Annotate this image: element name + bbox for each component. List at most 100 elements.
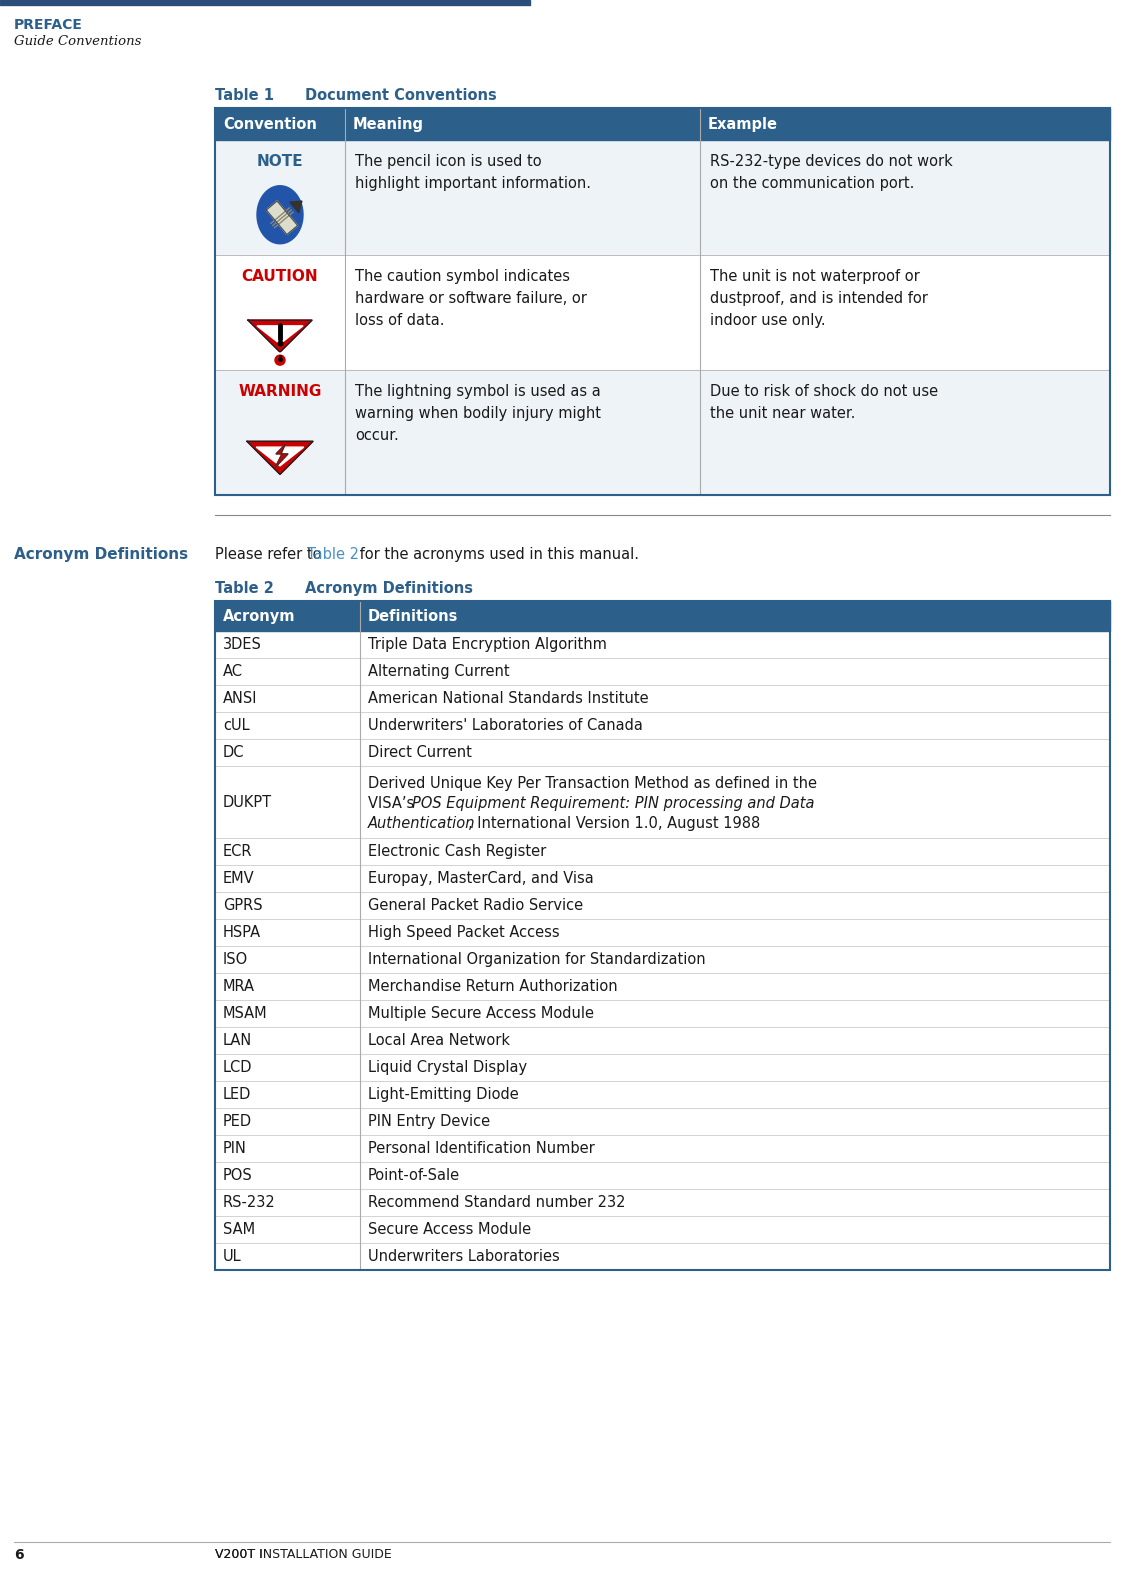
Bar [214,601,1110,1270]
Text: Due to risk of shock do not use
the unit near water.: Due to risk of shock do not use the unit… [710,383,938,421]
Bar [214,918,1110,945]
Text: Alternating Current: Alternating Current [368,664,509,679]
Text: VISA’s: VISA’s [368,795,419,811]
Text: The pencil icon is used to
highlight important information.: The pencil icon is used to highlight imp… [356,155,591,191]
Text: LAN: LAN [223,1034,252,1048]
Text: Recommend Standard number 232: Recommend Standard number 232 [368,1195,625,1210]
Bar [214,1243,1110,1270]
Bar [214,1161,1110,1188]
Bar [214,712,1110,739]
Bar [214,658,1110,685]
Text: American National Standards Institute: American National Standards Institute [368,691,648,705]
Text: HSPA: HSPA [223,925,262,940]
Text: WARNING: WARNING [239,383,321,399]
Polygon shape [257,186,303,243]
Text: Direct Current: Direct Current [368,745,471,761]
Text: for the acronyms used in this manual.: for the acronyms used in this manual. [356,548,639,562]
Text: DC: DC [223,745,244,761]
Text: Acronym Definitions: Acronym Definitions [14,548,188,562]
Text: ISO: ISO [223,952,248,967]
Bar [214,1217,1110,1243]
Bar [214,892,1110,918]
Text: The caution symbol indicates
hardware or software failure, or
loss of data.: The caution symbol indicates hardware or… [356,268,587,328]
Text: Authentication: Authentication [368,816,476,832]
Text: Convention: Convention [223,117,317,131]
Text: Multiple Secure Access Module: Multiple Secure Access Module [368,1007,594,1021]
Text: Table 1: Table 1 [214,88,274,103]
Text: The unit is not waterproof or
dustproof, and is intended for
indoor use only.: The unit is not waterproof or dustproof,… [710,268,928,328]
Text: Please refer to: Please refer to [214,548,326,562]
Text: Light-Emitting Diode: Light-Emitting Diode [368,1087,518,1101]
Circle shape [275,355,284,365]
Text: PIN Entry Device: PIN Entry Device [368,1114,490,1128]
Bar [214,765,1110,838]
Text: SAM: SAM [223,1221,255,1237]
Circle shape [273,353,287,368]
Text: PREFACE: PREFACE [14,17,83,32]
Text: UL: UL [223,1250,242,1264]
Bar [214,140,1110,256]
Text: DUKPT: DUKPT [223,794,272,810]
Text: LCD: LCD [223,1060,252,1075]
Text: General Packet Radio Service: General Packet Radio Service [368,898,583,914]
Text: Guide Conventions: Guide Conventions [14,35,141,47]
Bar [214,256,1110,369]
Text: Meaning: Meaning [353,117,424,131]
Bar [214,945,1110,974]
Text: Derived Unique Key Per Transaction Method as defined in the: Derived Unique Key Per Transaction Metho… [368,776,817,791]
Text: GPRS: GPRS [223,898,263,914]
Text: 6: 6 [14,1548,24,1562]
Text: The lightning symbol is used as a
warning when bodily injury might
occur.: The lightning symbol is used as a warnin… [356,383,601,443]
Polygon shape [290,200,302,213]
Text: Europay, MasterCard, and Visa: Europay, MasterCard, and Visa [368,871,594,885]
Polygon shape [266,200,298,235]
Text: 3DES: 3DES [223,638,262,652]
Text: CAUTION: CAUTION [242,268,319,284]
Text: Table 2: Table 2 [214,581,274,596]
Text: Table 2: Table 2 [307,548,359,562]
Text: , International Version 1.0, August 1988: , International Version 1.0, August 1988 [468,816,760,832]
Text: LED: LED [223,1087,251,1101]
Text: MRA: MRA [223,978,255,994]
Bar [214,974,1110,1000]
Text: ANSI: ANSI [223,691,257,705]
Text: NOTE: NOTE [257,155,303,169]
Text: Acronym Definitions: Acronym Definitions [305,581,473,596]
Bar [214,601,1110,631]
Bar [214,631,1110,658]
Text: RS-232-type devices do not work
on the communication port.: RS-232-type devices do not work on the c… [710,155,953,191]
Text: AC: AC [223,664,243,679]
Bar [214,1108,1110,1135]
Text: Underwriters' Laboratories of Canada: Underwriters' Laboratories of Canada [368,718,642,734]
Bar [214,739,1110,765]
Text: POS Equipment Requirement: PIN processing and Data: POS Equipment Requirement: PIN processin… [412,795,814,811]
Text: Personal Identification Number: Personal Identification Number [368,1141,595,1157]
Text: Triple Data Encryption Algorithm: Triple Data Encryption Algorithm [368,638,607,652]
Polygon shape [247,442,313,475]
Text: PIN: PIN [223,1141,247,1157]
Text: Electronic Cash Register: Electronic Cash Register [368,844,546,858]
Text: ECR: ECR [223,844,252,858]
Text: Point-of-Sale: Point-of-Sale [368,1168,460,1184]
Text: POS: POS [223,1168,252,1184]
Bar [214,1188,1110,1217]
Bar [214,1027,1110,1054]
Text: International Organization for Standardization: International Organization for Standardi… [368,952,705,967]
Bar [214,685,1110,712]
Text: Liquid Crystal Display: Liquid Crystal Display [368,1060,528,1075]
Text: Document Conventions: Document Conventions [305,88,497,103]
Text: Example: Example [708,117,778,131]
Bar [214,107,1110,495]
Bar [214,1054,1110,1081]
Text: Merchandise Return Authorization: Merchandise Return Authorization [368,978,617,994]
Text: High Speed Packet Access: High Speed Packet Access [368,925,560,940]
Text: V200T I: V200T I [214,1548,263,1561]
Bar [214,107,1110,140]
Text: cUL: cUL [223,718,250,734]
Bar [214,369,1110,495]
Polygon shape [257,325,303,344]
Bar [214,1135,1110,1161]
Polygon shape [248,320,312,352]
Text: EMV: EMV [223,871,255,885]
Text: Acronym: Acronym [223,609,296,623]
